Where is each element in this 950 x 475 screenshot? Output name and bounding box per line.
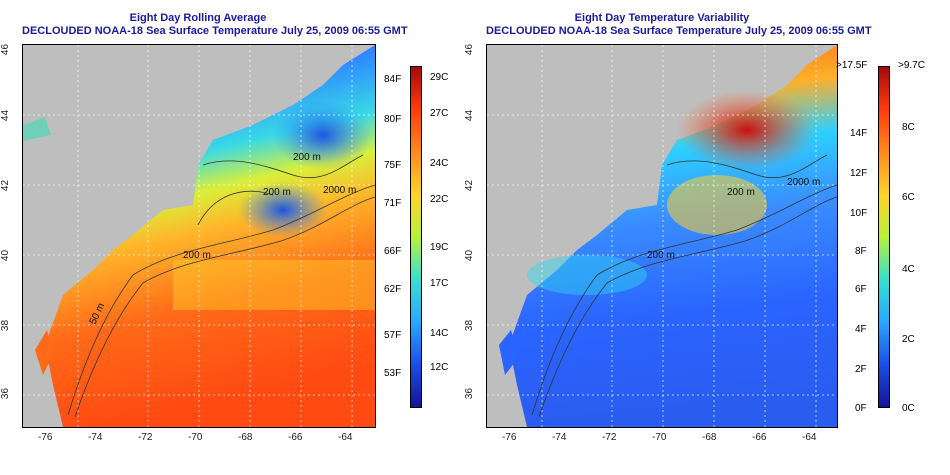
left-map-title: Eight Day Rolling Average (129, 12, 267, 24)
left-y-tick-1: 46 (0, 43, 12, 56)
right-cbar-f-3: 12F (850, 168, 868, 179)
right-x-tick-5: -68 (702, 432, 717, 443)
right-contour-label-1: 200 m (647, 250, 675, 261)
right-cbar-c-1: >9.7C (898, 60, 925, 71)
right-x-tick-4: -70 (652, 432, 667, 443)
right-cbar-c-2: 8C (902, 122, 915, 133)
right-cbar-f-5: 8F (855, 246, 867, 257)
left-cbar-c-1: 29C (430, 72, 449, 83)
left-cbar-f-5: 66F (384, 246, 402, 257)
right-y-tick-2: 44 (464, 109, 476, 122)
right-x-tick-2: -74 (552, 432, 567, 443)
left-cbar-c-6: 17C (430, 278, 449, 289)
left-cbar-f-1: 84F (384, 74, 402, 85)
right-cbar-c-6: 0C (902, 403, 915, 414)
right-cbar-f-9: 0F (855, 403, 867, 414)
left-x-tick-7: -64 (338, 432, 353, 443)
left-sst-map: 200 m 200 m 200 m 2000 m 50 m (22, 44, 376, 428)
left-y-tick-3: 42 (0, 179, 12, 192)
left-colorbar (410, 66, 422, 408)
right-y-tick-5: 38 (464, 319, 476, 332)
left-cbar-f-8: 53F (384, 368, 402, 379)
left-x-tick-5: -68 (238, 432, 253, 443)
left-cbar-c-3: 24C (430, 158, 449, 169)
left-cbar-c-2: 27C (430, 108, 449, 119)
left-cbar-f-6: 62F (384, 284, 402, 295)
left-cbar-c-8: 12C (430, 362, 449, 373)
left-x-tick-2: -74 (88, 432, 103, 443)
right-cbar-f-6: 6F (855, 284, 867, 295)
right-x-tick-7: -64 (802, 432, 817, 443)
right-contour-label-3: 2000 m (787, 177, 820, 188)
right-x-tick-1: -76 (502, 432, 517, 443)
left-x-tick-4: -70 (188, 432, 203, 443)
left-x-tick-3: -72 (138, 432, 153, 443)
left-y-tick-4: 40 (0, 249, 12, 262)
left-contour-label-3: 200 m (293, 152, 321, 163)
right-cbar-c-3: 6C (902, 192, 915, 203)
right-y-tick-4: 40 (464, 249, 476, 262)
left-cbar-f-7: 57F (384, 330, 402, 341)
left-contour-label-4: 2000 m (323, 185, 356, 196)
left-cbar-f-3: 75F (384, 160, 402, 171)
left-cbar-f-2: 80F (384, 114, 402, 125)
right-cbar-f-1: >17.5F (836, 60, 868, 71)
right-cbar-f-4: 10F (850, 208, 868, 219)
right-x-tick-3: -72 (602, 432, 617, 443)
right-cbar-f-2: 14F (850, 128, 868, 139)
left-contour-label-2: 200 m (263, 187, 291, 198)
left-cbar-c-4: 22C (430, 194, 449, 205)
right-colorbar (878, 66, 890, 408)
left-x-tick-6: -66 (288, 432, 303, 443)
left-cbar-f-4: 71F (384, 198, 402, 209)
right-cbar-c-4: 4C (902, 264, 915, 275)
right-variability-map: 200 m 200 m 2000 m (486, 44, 838, 428)
left-map-subtitle: DECLOUDED NOAA-18 Sea Surface Temperatur… (22, 25, 408, 37)
right-y-tick-1: 46 (464, 43, 476, 56)
right-map-title: Eight Day Temperature Variability (574, 12, 750, 24)
left-cbar-c-7: 14C (430, 328, 449, 339)
left-y-tick-6: 36 (0, 387, 12, 400)
left-contour-label-1: 200 m (183, 250, 211, 261)
right-map-subtitle: DECLOUDED NOAA-18 Sea Surface Temperatur… (486, 25, 872, 37)
right-cbar-f-7: 4F (855, 324, 867, 335)
right-cbar-c-5: 2C (902, 334, 915, 345)
right-y-tick-6: 36 (464, 387, 476, 400)
right-cbar-f-8: 2F (855, 364, 867, 375)
right-contour-label-2: 200 m (727, 187, 755, 198)
right-y-tick-3: 42 (464, 179, 476, 192)
left-x-tick-1: -76 (38, 432, 53, 443)
left-y-tick-2: 44 (0, 109, 12, 122)
left-cbar-c-5: 19C (430, 242, 449, 253)
left-y-tick-5: 38 (0, 319, 12, 332)
right-x-tick-6: -66 (752, 432, 767, 443)
